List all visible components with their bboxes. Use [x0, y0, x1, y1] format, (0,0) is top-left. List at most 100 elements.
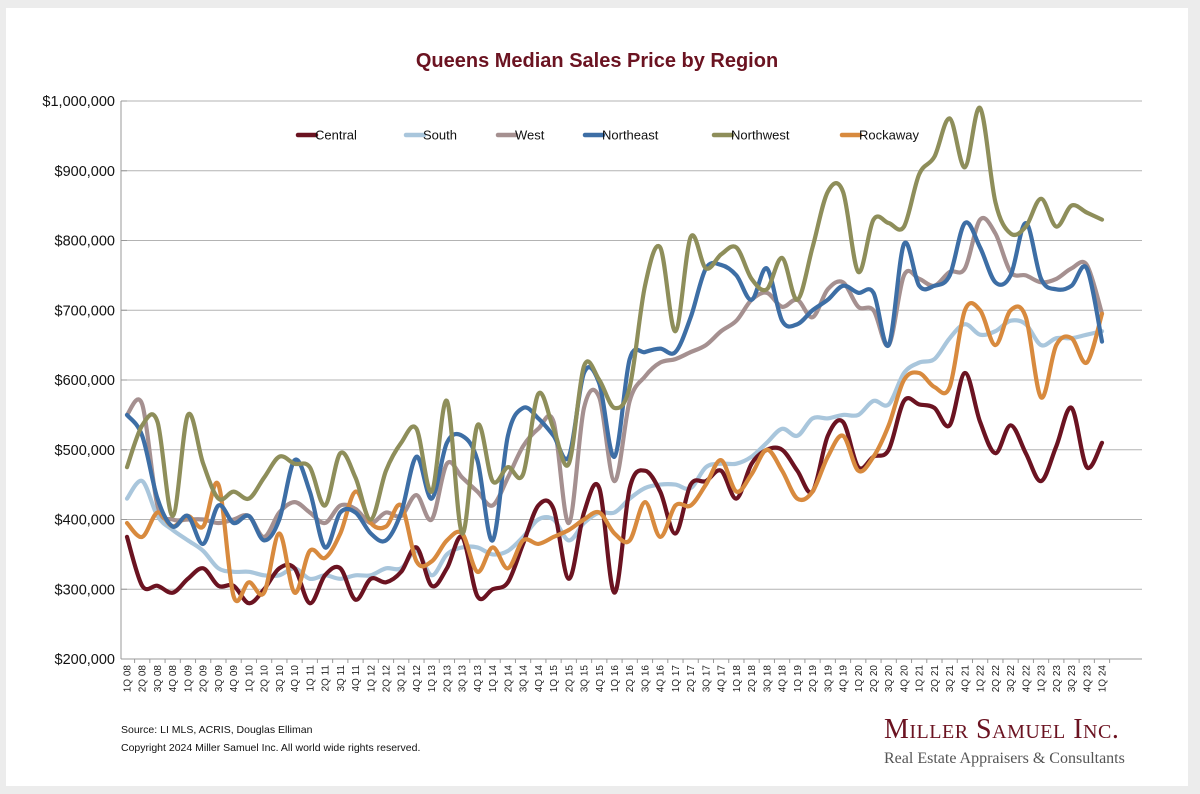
legend-item-northwest: Northwest	[711, 128, 790, 143]
x-tick-label: 4Q 19	[839, 665, 850, 693]
x-tick-label: 2Q 15	[564, 665, 575, 693]
x-tick-label: 4Q 22	[1021, 665, 1032, 693]
brand-tagline: Real Estate Appraisers & Consultants	[884, 750, 1125, 767]
brand-logo-name: Miller Samuel Inc.	[884, 714, 1120, 745]
y-tick-labels: $200,000 $300,000 $400,000 $500,000 $600,000…	[42, 94, 115, 668]
legend-item-central: Central	[295, 128, 357, 143]
series-line-rockaway	[124, 301, 1105, 604]
x-tick-label: 4Q 08	[168, 665, 179, 693]
x-tick-label: 4Q 12	[412, 665, 423, 693]
y-tick-label: $800,000	[55, 234, 115, 250]
x-tick-label: 1Q 09	[183, 665, 194, 693]
x-tick-label: 3Q 22	[1006, 665, 1017, 693]
y-tick-label: $300,000	[55, 582, 115, 598]
x-tick-label: 4Q 11	[351, 665, 362, 692]
legend: Central South West Northeast Northwest Rockaw…	[295, 128, 919, 143]
x-tick-label: 3Q 12	[397, 665, 408, 693]
x-tick-label: 1Q 13	[427, 665, 438, 693]
series-line-northwest	[124, 105, 1105, 536]
x-tick-label: 3Q 18	[762, 665, 773, 693]
x-tick-label: 1Q 21	[915, 665, 926, 693]
x-tick-label: 3Q 14	[519, 665, 530, 693]
x-tick-label: 3Q 16	[640, 665, 651, 693]
legend-label: Northwest	[731, 128, 790, 143]
x-tick-label: 4Q 10	[290, 665, 301, 693]
x-tick-label: 2Q 13	[442, 665, 453, 693]
x-tick-label: 1Q 14	[488, 665, 499, 693]
x-tick-label: 2Q 16	[625, 665, 636, 693]
series-line-west	[124, 216, 1105, 539]
x-tick-label: 2Q 14	[503, 665, 514, 693]
y-tick-label: $1,000,000	[42, 94, 115, 110]
x-tick-label: 2Q 18	[747, 665, 758, 693]
x-tick-label: 1Q 08	[123, 665, 134, 693]
chart-page: Queens Median Sales Price by Region $200…	[6, 8, 1188, 786]
x-tick-label: 1Q 10	[244, 665, 255, 693]
copyright-note: Copyright 2024 Miller Samuel Inc. All wo…	[121, 742, 421, 754]
x-tick-label: 4Q 21	[960, 665, 971, 693]
x-tick-label: 2Q 09	[199, 665, 210, 693]
legend-label: West	[515, 128, 545, 143]
x-tick-label: 4Q 17	[717, 665, 728, 693]
series-line-central	[124, 370, 1105, 606]
x-tick-label: 1Q 22	[976, 665, 987, 693]
chart-title: Queens Median Sales Price by Region	[415, 50, 779, 72]
x-tick-label: 4Q 18	[778, 665, 789, 693]
x-tick-label: 4Q 15	[595, 665, 606, 693]
x-tick-label: 1Q 11	[305, 665, 316, 692]
x-tick-label: 3Q 23	[1067, 665, 1078, 693]
x-tick-label: 1Q 19	[793, 665, 804, 693]
x-tick-label: 1Q 17	[671, 665, 682, 693]
y-tick-label: $400,000	[55, 513, 115, 529]
x-tick-label: 1Q 12	[366, 665, 377, 693]
x-tick-label: 3Q 13	[458, 665, 469, 693]
x-tick-label: 1Q 23	[1037, 665, 1048, 693]
line-chart: $200,000 $300,000 $400,000 $500,000 $600,000…	[42, 94, 1142, 693]
legend-item-rockaway: Rockaway	[839, 128, 919, 143]
source-note: Source: LI MLS, ACRIS, Douglas Elliman	[121, 724, 313, 736]
x-tick-label: 4Q 23	[1082, 665, 1093, 693]
x-tick-label: 2Q 10	[260, 665, 271, 693]
x-tick-label: 2Q 08	[138, 665, 149, 693]
x-tick-label: 2Q 21	[930, 665, 941, 693]
x-tick-label: 3Q 08	[153, 665, 164, 693]
x-tick-label: 3Q 20	[884, 665, 895, 693]
y-tick-label: $900,000	[55, 164, 115, 180]
x-tick-label: 1Q 24	[1098, 665, 1109, 693]
legend-label: Rockaway	[859, 128, 919, 143]
x-tick-label: 3Q 15	[580, 665, 591, 693]
axes	[120, 100, 1142, 663]
legend-label: Northeast	[602, 128, 659, 143]
x-tick-label: 4Q 20	[899, 665, 910, 693]
series-lines	[124, 105, 1105, 606]
x-tick-labels: 1Q 08 2Q 08 3Q 08 4Q 08 1Q 09 2Q 09 3Q 09 4Q 09…	[123, 665, 1109, 693]
legend-item-south: South	[403, 128, 457, 143]
x-tick-label: 3Q 17	[701, 665, 712, 693]
y-tick-label: $500,000	[55, 443, 115, 459]
x-tick-label: 3Q 10	[275, 665, 286, 693]
x-tick-label: 2Q 23	[1052, 665, 1063, 693]
x-tick-label: 4Q 13	[473, 665, 484, 693]
x-tick-label: 2Q 17	[686, 665, 697, 693]
legend-label: Central	[315, 128, 357, 143]
x-tick-label: 3Q 21	[945, 665, 956, 693]
legend-label: South	[423, 128, 457, 143]
x-tick-label: 3Q 19	[823, 665, 834, 693]
x-tick-label: 2Q 11	[321, 665, 332, 692]
legend-item-west: West	[495, 128, 545, 143]
x-tick-label: 1Q 18	[732, 665, 743, 693]
x-tick-label: 4Q 16	[656, 665, 667, 693]
x-tick-label: 3Q 11	[336, 665, 347, 692]
x-tick-label: 2Q 12	[381, 665, 392, 693]
y-tick-label: $200,000	[55, 652, 115, 668]
x-tick-label: 4Q 14	[534, 665, 545, 693]
x-tick-label: 1Q 20	[854, 665, 865, 693]
x-tick-label: 4Q 09	[229, 665, 240, 693]
y-tick-label: $700,000	[55, 303, 115, 319]
x-tick-label: 1Q 16	[610, 665, 621, 693]
x-tick-label: 3Q 09	[214, 665, 225, 693]
x-tick-label: 2Q 20	[869, 665, 880, 693]
y-tick-label: $600,000	[55, 373, 115, 389]
x-tick-label: 2Q 22	[991, 665, 1002, 693]
x-tick-label: 1Q 15	[549, 665, 560, 693]
